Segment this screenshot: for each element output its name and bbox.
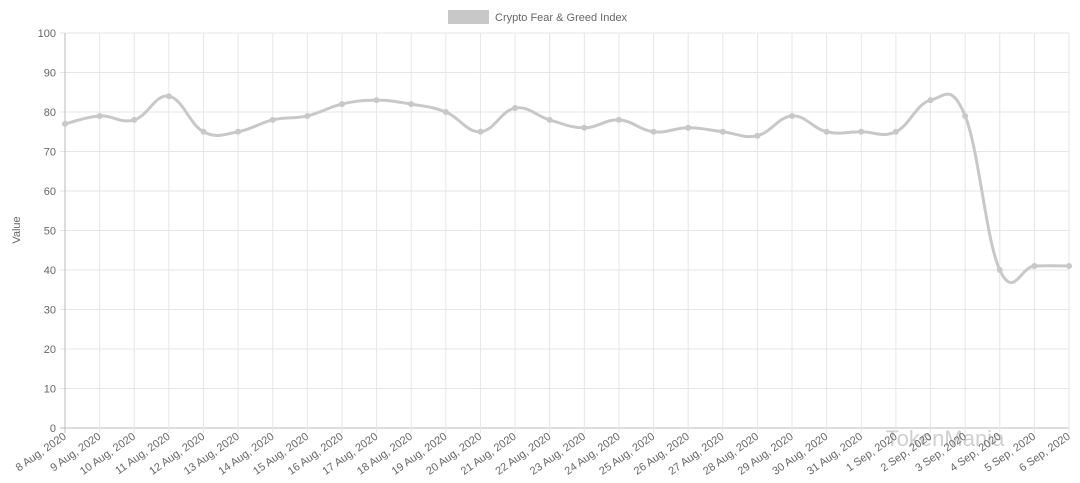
point	[96, 112, 103, 119]
point	[373, 97, 380, 104]
point	[165, 93, 172, 100]
y-tick-label: 0	[50, 423, 56, 435]
point	[996, 267, 1003, 273]
point	[512, 105, 519, 112]
point	[200, 128, 207, 135]
y-tick-label: 30	[44, 305, 56, 317]
point	[927, 97, 934, 104]
point	[615, 116, 622, 123]
point	[789, 112, 796, 119]
y-axis-title: Value	[11, 216, 23, 243]
point	[581, 124, 588, 131]
point	[304, 112, 311, 119]
point	[858, 128, 865, 135]
point	[477, 128, 484, 135]
y-tick-label: 80	[44, 107, 56, 119]
point	[235, 128, 242, 135]
point	[1066, 263, 1072, 270]
point	[823, 128, 830, 135]
point	[131, 116, 138, 123]
point	[719, 128, 726, 135]
y-tick-label: 40	[44, 265, 56, 277]
point	[685, 124, 692, 131]
y-tick-label: 20	[44, 344, 56, 356]
point	[62, 120, 68, 127]
point	[962, 112, 969, 119]
y-tick-label: 70	[44, 147, 56, 159]
y-tick-label: 90	[44, 68, 56, 80]
y-tick-label: 10	[44, 384, 56, 396]
line	[64, 92, 1070, 284]
point	[892, 128, 899, 135]
point	[1031, 263, 1038, 270]
point	[442, 109, 449, 115]
legend-label: Crypto Fear & Greed Index	[495, 12, 628, 24]
y-tick-label: 100	[38, 28, 56, 40]
y-tick-label: 60	[44, 186, 56, 198]
point	[650, 128, 657, 135]
watermark: TokenMania	[886, 426, 1005, 451]
y-tick-label: 50	[44, 226, 56, 238]
point	[546, 116, 553, 123]
point	[269, 116, 276, 123]
point	[408, 101, 415, 108]
point	[338, 101, 345, 108]
legend-swatch	[448, 10, 489, 24]
point	[754, 132, 761, 139]
